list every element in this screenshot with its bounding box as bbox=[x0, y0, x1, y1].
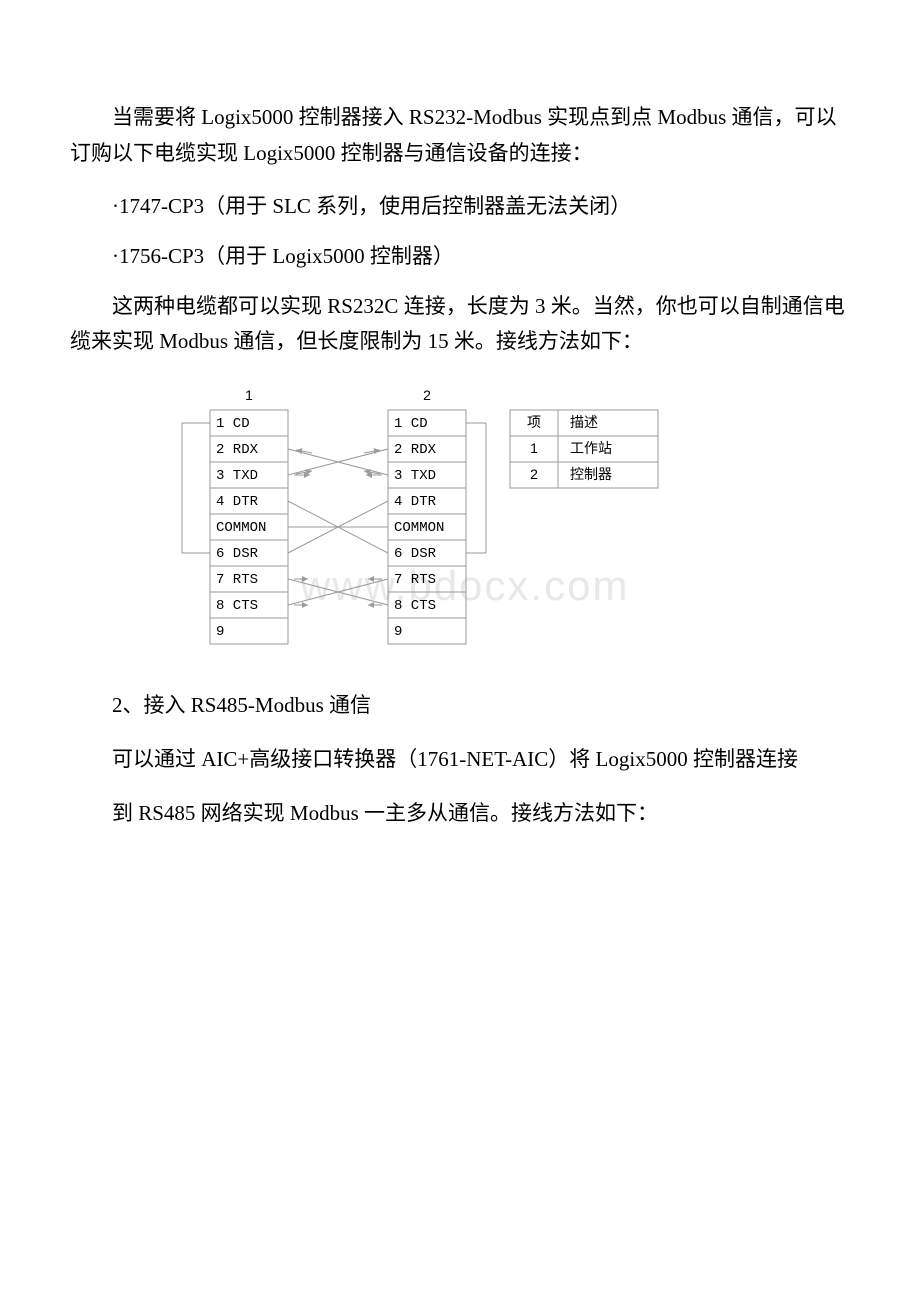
pin-label: 7 RTS bbox=[216, 572, 258, 588]
paragraph-intro: 当需要将 Logix5000 控制器接入 RS232-Modbus 实现点到点 … bbox=[70, 100, 850, 171]
pin-label: 2 RDX bbox=[394, 442, 437, 458]
cable-item-2: ·1756-CP3（用于 Logix5000 控制器） bbox=[70, 239, 850, 275]
paragraph-rs485-wiring: 到 RS485 网络实现 Modbus 一主多从通信。接线方法如下： bbox=[70, 796, 850, 832]
pin-label: COMMON bbox=[216, 520, 266, 536]
pin-label: 1 CD bbox=[394, 416, 428, 432]
pin-label: COMMON bbox=[394, 520, 444, 536]
legend-cell-item: 1 bbox=[530, 440, 538, 456]
legend-cell-desc: 控制器 bbox=[570, 466, 612, 482]
paragraph-cable-desc: 这两种电缆都可以实现 RS232C 连接，长度为 3 米。当然，你也可以自制通信… bbox=[70, 289, 850, 360]
watermark-text: www.bdocx.com bbox=[299, 562, 629, 609]
pin-label: 9 bbox=[216, 624, 224, 640]
column-header-2: 2 bbox=[423, 387, 431, 403]
paragraph-rs485-heading: 2、接入 RS485-Modbus 通信 bbox=[70, 688, 850, 724]
pin-label: 8 CTS bbox=[394, 598, 436, 614]
pin-label: 1 CD bbox=[216, 416, 250, 432]
pin-label: 6 DSR bbox=[216, 546, 259, 562]
legend-cell-item: 2 bbox=[530, 466, 538, 482]
pin-label: 4 DTR bbox=[394, 494, 437, 510]
pin-label: 9 bbox=[394, 624, 402, 640]
wiring-svg: www.bdocx.com 1 2 1 CD 2 RDX 3 TXD 4 DTR COMMON… bbox=[170, 380, 690, 660]
pin-label: 4 DTR bbox=[216, 494, 259, 510]
wiring-diagram: www.bdocx.com 1 2 1 CD 2 RDX 3 TXD 4 DTR COMMON… bbox=[170, 380, 850, 660]
column-header-1: 1 bbox=[245, 387, 253, 403]
pin-label: 7 RTS bbox=[394, 572, 436, 588]
pin-label: 6 DSR bbox=[394, 546, 437, 562]
cable-item-1: ·1747-CP3（用于 SLC 系列，使用后控制器盖无法关闭） bbox=[70, 189, 850, 225]
pin-label: 2 RDX bbox=[216, 442, 259, 458]
paragraph-aic: 可以通过 AIC+高级接口转换器（1761-NET-AIC）将 Logix500… bbox=[70, 742, 850, 778]
legend-header-item: 项 bbox=[527, 414, 541, 430]
legend-cell-desc: 工作站 bbox=[570, 440, 612, 456]
legend-header-desc: 描述 bbox=[570, 414, 598, 430]
pin-label: 3 TXD bbox=[216, 468, 258, 484]
pin-label: 3 TXD bbox=[394, 468, 436, 484]
pin-label: 8 CTS bbox=[216, 598, 258, 614]
